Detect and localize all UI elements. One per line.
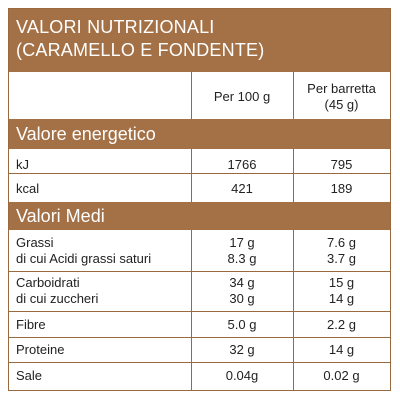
row-grassi-perbar: 7.6 g: [327, 235, 356, 250]
row-carboidrati-perbar: 15 g: [328, 275, 355, 290]
row-divider: [9, 362, 390, 363]
section-energy: Valore energetico: [9, 119, 390, 149]
row-kcal-per100: 421: [231, 181, 253, 196]
row-kj-perbar: 795: [330, 157, 353, 172]
col-header-per-bar-line2: (45 g): [324, 97, 359, 112]
row-saturi-per100: 8.3 g: [227, 251, 257, 266]
col-header-per-bar-line1: Per barretta: [307, 81, 376, 96]
row-fibre-perbar: 2.2 g: [327, 317, 356, 332]
col-header-per-bar: Per barretta (45 g): [293, 81, 390, 113]
row-sale-perbar: 0.02 g: [323, 368, 360, 383]
row-divider: [9, 337, 390, 338]
row-saturi-perbar: 3.7 g: [327, 251, 356, 266]
row-divider: [9, 173, 390, 174]
row-fibre-per100: 5.0 g: [227, 317, 257, 332]
col-header-per-100g: Per 100 g: [213, 89, 271, 104]
row-saturi-label: di cui Acidi grassi saturi: [16, 251, 152, 266]
row-sale-per100: 0.04g: [225, 368, 259, 383]
nutrition-table: VALORI NUTRIZIONALI (CARAMELLO E FONDENT…: [8, 8, 391, 391]
row-fibre-label: Fibre: [16, 317, 46, 332]
row-kj-per100: 1766: [227, 157, 257, 172]
column-divider-2: [293, 72, 294, 390]
row-grassi-per100: 17 g: [229, 235, 255, 250]
section-valori-medi: Valori Medi: [9, 202, 390, 230]
row-kcal-label: kcal: [16, 181, 40, 196]
row-zuccheri-per100: 30 g: [229, 291, 255, 306]
title-line-2: (CARAMELLO E FONDENTE): [16, 40, 265, 60]
title-line-1: VALORI NUTRIZIONALI: [16, 17, 215, 37]
row-zuccheri-label: di cui zuccheri: [16, 291, 99, 306]
row-divider: [9, 311, 390, 312]
row-divider: [9, 271, 390, 272]
row-proteine-label: Proteine: [16, 342, 65, 357]
row-kj-label: kJ: [16, 157, 29, 172]
row-proteine-per100: 32 g: [229, 342, 255, 357]
row-zuccheri-perbar: 14 g: [328, 291, 355, 306]
row-sale-label: Sale: [16, 368, 43, 383]
row-grassi-label: Grassi: [16, 235, 54, 250]
row-carboidrati-per100: 34 g: [229, 275, 255, 290]
row-kcal-perbar: 189: [330, 181, 353, 196]
row-proteine-perbar: 14 g: [328, 342, 355, 357]
column-divider-1: [191, 72, 192, 390]
table-title: VALORI NUTRIZIONALI (CARAMELLO E FONDENT…: [9, 9, 390, 72]
row-carboidrati-label: Carboidrati: [16, 275, 80, 290]
